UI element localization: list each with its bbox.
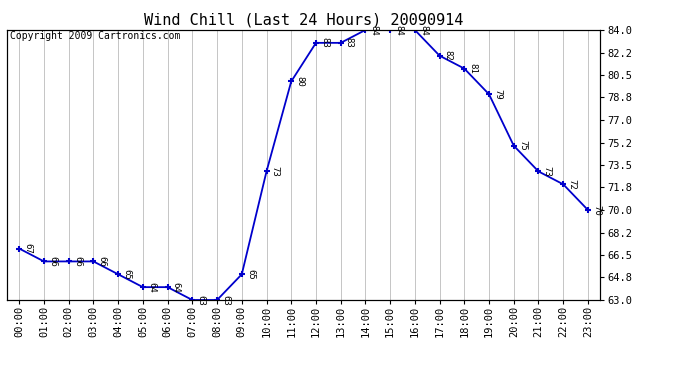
Text: 65: 65 (246, 269, 255, 280)
Text: 79: 79 (493, 89, 502, 100)
Text: 66: 66 (48, 256, 57, 267)
Text: 64: 64 (172, 282, 181, 292)
Text: 66: 66 (97, 256, 106, 267)
Text: 63: 63 (221, 295, 230, 305)
Text: 81: 81 (469, 63, 477, 74)
Text: 84: 84 (394, 25, 403, 35)
Text: 72: 72 (567, 179, 576, 190)
Text: 84: 84 (370, 25, 379, 35)
Text: 66: 66 (73, 256, 82, 267)
Text: 80: 80 (295, 76, 304, 87)
Text: 65: 65 (122, 269, 131, 280)
Text: 70: 70 (592, 205, 601, 215)
Text: 82: 82 (444, 50, 453, 61)
Text: 73: 73 (542, 166, 551, 177)
Text: Copyright 2009 Cartronics.com: Copyright 2009 Cartronics.com (10, 32, 180, 41)
Title: Wind Chill (Last 24 Hours) 20090914: Wind Chill (Last 24 Hours) 20090914 (144, 12, 463, 27)
Text: 83: 83 (345, 38, 354, 48)
Text: 73: 73 (270, 166, 279, 177)
Text: 75: 75 (518, 140, 527, 151)
Text: 63: 63 (197, 295, 206, 305)
Text: 84: 84 (419, 25, 428, 35)
Text: 83: 83 (320, 38, 329, 48)
Text: 64: 64 (147, 282, 156, 292)
Text: 67: 67 (23, 243, 32, 254)
